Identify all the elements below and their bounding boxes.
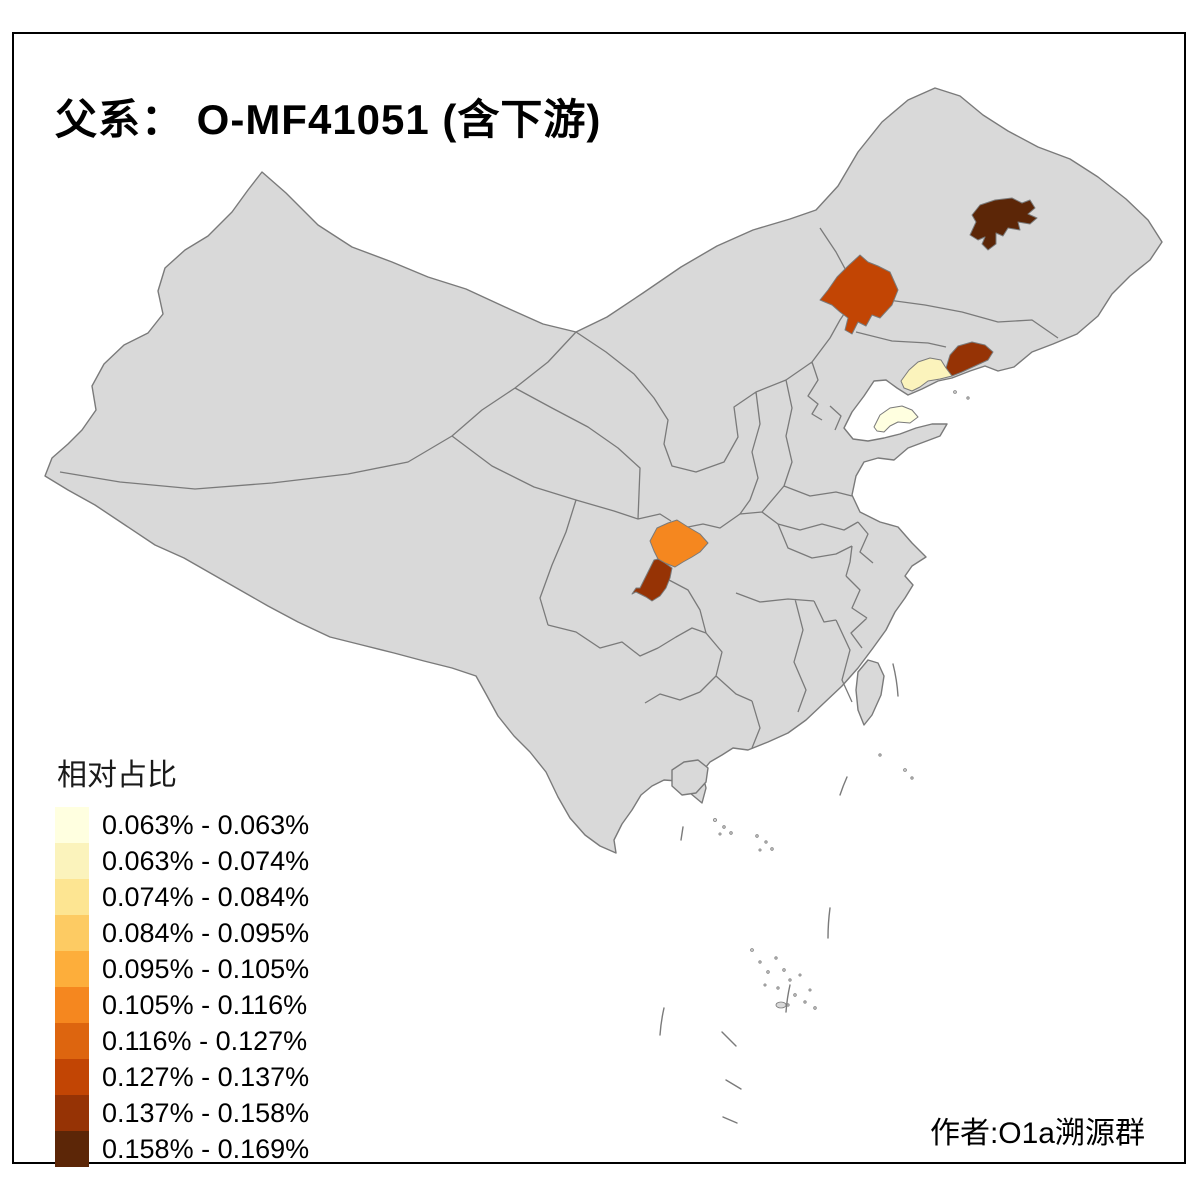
legend-label: 0.084% - 0.095% bbox=[102, 917, 310, 948]
legend-swatch bbox=[55, 987, 89, 1023]
map-region-inner-mongolia-southeast bbox=[819, 254, 899, 335]
legend-title: 相对占比 bbox=[57, 759, 177, 792]
legend-row: 0.084% - 0.095% bbox=[55, 915, 395, 951]
legend-label: 0.095% - 0.105% bbox=[102, 953, 310, 984]
legend-row: 0.116% - 0.127% bbox=[55, 1023, 395, 1059]
colored-regions bbox=[631, 197, 1038, 602]
map-region-liaodong-west bbox=[900, 357, 953, 392]
legend-row: 0.063% - 0.074% bbox=[55, 843, 395, 879]
taiwan-island bbox=[855, 659, 885, 726]
legend-label: 0.127% - 0.137% bbox=[102, 1061, 310, 1092]
legend-label: 0.137% - 0.158% bbox=[102, 1097, 310, 1128]
map-region-shandong-peninsula bbox=[873, 405, 919, 433]
plot-frame bbox=[12, 32, 1186, 1164]
legend-label: 0.116% - 0.127% bbox=[102, 1025, 308, 1056]
legend-label: 0.158% - 0.169% bbox=[102, 1133, 310, 1164]
legend-row: 0.158% - 0.169% bbox=[55, 1131, 395, 1167]
legend-label: 0.105% - 0.116% bbox=[102, 989, 308, 1020]
map-region-heilongjiang-central bbox=[969, 197, 1038, 251]
legend-swatch bbox=[55, 843, 89, 879]
legend-swatch bbox=[55, 807, 89, 843]
legend-swatch bbox=[55, 879, 89, 915]
author-credit: 作者:O1a溯源群 bbox=[929, 1117, 1145, 1150]
sea-dash-lines bbox=[659, 663, 899, 1124]
legend-swatch bbox=[55, 915, 89, 951]
legend-swatch bbox=[55, 1131, 89, 1167]
legend-swatch bbox=[55, 951, 89, 987]
legend-row: 0.074% - 0.084% bbox=[55, 879, 395, 915]
legend-row: 0.127% - 0.137% bbox=[55, 1059, 395, 1095]
legend: 相对占比 0.063% - 0.063% 0.063% - 0.074% 0.074… bbox=[55, 750, 395, 1167]
legend-row: 0.095% - 0.105% bbox=[55, 951, 395, 987]
legend-swatch bbox=[55, 1095, 89, 1131]
legend-label: 0.074% - 0.084% bbox=[102, 881, 310, 912]
legend-label: 0.063% - 0.063% bbox=[102, 809, 310, 840]
page-title: 父系： O-MF41051 (含下游) bbox=[55, 96, 602, 144]
map-region-chongqing-southwest bbox=[631, 558, 673, 602]
legend-row: 0.063% - 0.063% bbox=[55, 807, 395, 843]
sea-islands bbox=[713, 390, 970, 1010]
legend-row: 0.137% - 0.158% bbox=[55, 1095, 395, 1131]
province-borders bbox=[59, 227, 1059, 749]
hainan-island bbox=[671, 759, 709, 796]
legend-swatch bbox=[55, 1023, 89, 1059]
legend-rows: 0.063% - 0.063% 0.063% - 0.074% 0.074% - 0… bbox=[55, 807, 395, 1167]
legend-label: 0.063% - 0.074% bbox=[102, 845, 310, 876]
legend-swatch bbox=[55, 1059, 89, 1095]
map-region-liaodong-tip bbox=[945, 341, 994, 377]
legend-row: 0.105% - 0.116% bbox=[55, 987, 395, 1023]
